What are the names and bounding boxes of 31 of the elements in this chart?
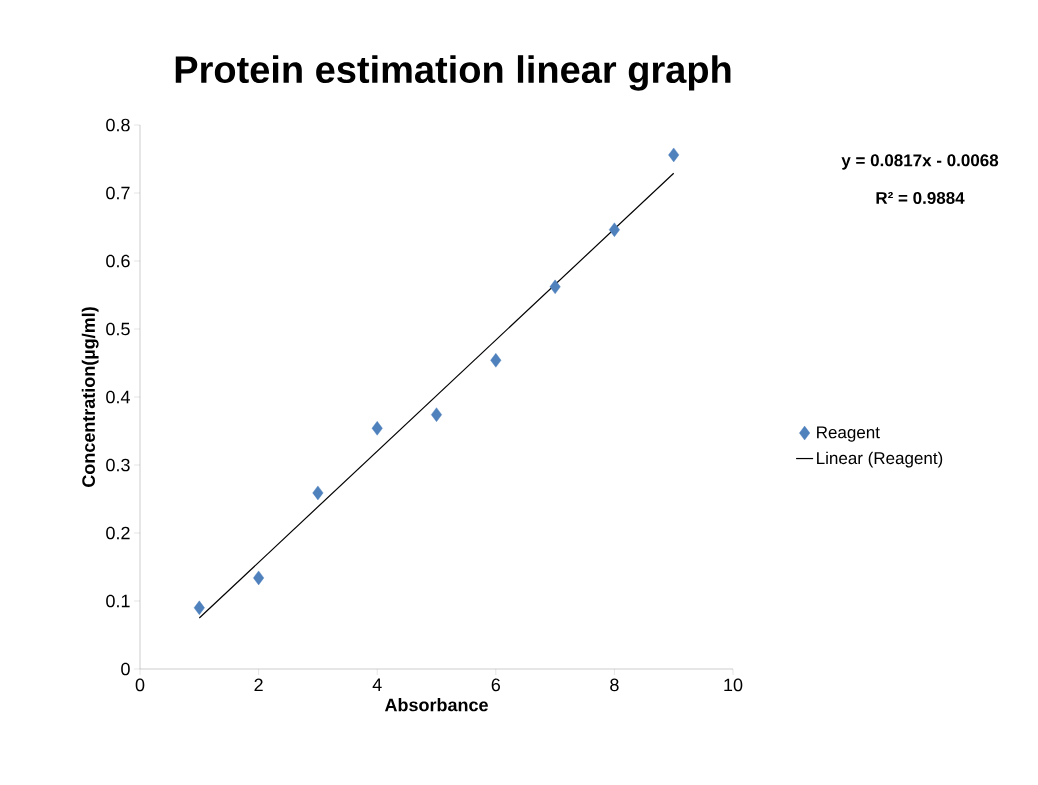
y-tick-label: 0.8: [106, 118, 130, 132]
point: [668, 147, 680, 163]
x-tick-label: 6: [491, 678, 501, 692]
point: [549, 279, 561, 295]
y-tick-label: 0.4: [106, 390, 130, 404]
point: [312, 485, 324, 501]
point: [490, 353, 502, 368]
point: [253, 570, 265, 586]
x-axis-title: Absorbance: [384, 698, 488, 712]
x-tick-label: 10: [724, 678, 743, 692]
y-axis-title: Concentration(µg/ml): [81, 307, 99, 487]
point: [371, 421, 383, 436]
y-tick-label: 0.6: [106, 254, 130, 268]
point: [431, 407, 442, 422]
legend-label: Linear (Reagent): [817, 451, 943, 468]
chart-title: Protein estimation linear graph: [175, 55, 731, 91]
y-tick-label: 0.7: [106, 186, 130, 200]
y-tick-label: 0.5: [106, 322, 130, 336]
point: [608, 222, 620, 237]
text: y = 0.0817x - 0.0068: [841, 154, 999, 170]
y-tick-label: 0.2: [106, 526, 130, 540]
y-tick-label: 0.3: [106, 458, 130, 472]
x-tick-label: 8: [610, 678, 619, 692]
x-tick-label: 4: [372, 678, 382, 691]
text: R² = 0.9884: [876, 191, 965, 205]
x-tick-label: 2: [254, 678, 263, 692]
y-tick-label: 0: [121, 662, 130, 676]
point: [193, 600, 205, 615]
x-tick-label: 0: [135, 678, 145, 692]
legend-label: Reagent: [817, 426, 880, 442]
y-tick-label: 0.1: [106, 594, 130, 608]
